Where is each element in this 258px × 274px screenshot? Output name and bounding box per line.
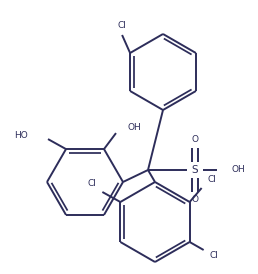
Text: O: O xyxy=(191,196,198,204)
Text: OH: OH xyxy=(128,122,142,132)
Text: HO: HO xyxy=(14,131,28,139)
Text: Cl: Cl xyxy=(208,176,216,184)
Text: Cl: Cl xyxy=(118,21,126,30)
Text: OH: OH xyxy=(231,165,245,175)
Text: Cl: Cl xyxy=(210,252,219,261)
Text: S: S xyxy=(192,165,198,175)
Text: Cl: Cl xyxy=(87,179,96,189)
Text: O: O xyxy=(191,136,198,144)
